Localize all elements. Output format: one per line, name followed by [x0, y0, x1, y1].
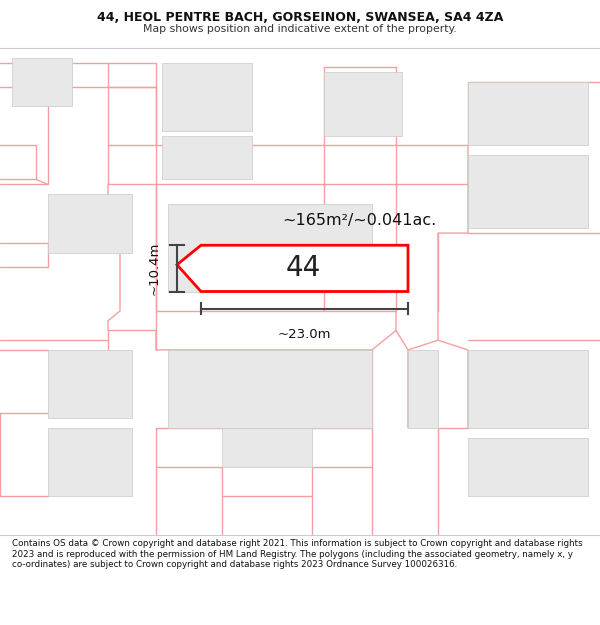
- Polygon shape: [48, 428, 132, 496]
- Polygon shape: [162, 136, 252, 179]
- Polygon shape: [162, 62, 252, 131]
- Polygon shape: [177, 245, 408, 291]
- Polygon shape: [468, 350, 588, 428]
- Text: 44: 44: [286, 254, 320, 282]
- Text: ~165m²/~0.041ac.: ~165m²/~0.041ac.: [282, 213, 436, 228]
- Polygon shape: [48, 194, 132, 252]
- Polygon shape: [222, 428, 312, 467]
- Text: Map shows position and indicative extent of the property.: Map shows position and indicative extent…: [143, 24, 457, 34]
- Text: ~23.0m: ~23.0m: [278, 328, 331, 341]
- Polygon shape: [468, 155, 588, 228]
- Text: Contains OS data © Crown copyright and database right 2021. This information is : Contains OS data © Crown copyright and d…: [12, 539, 583, 569]
- Polygon shape: [168, 204, 372, 291]
- Polygon shape: [48, 350, 132, 418]
- Text: 44, HEOL PENTRE BACH, GORSEINON, SWANSEA, SA4 4ZA: 44, HEOL PENTRE BACH, GORSEINON, SWANSEA…: [97, 11, 503, 24]
- Polygon shape: [324, 72, 402, 136]
- Polygon shape: [12, 58, 72, 106]
- Text: ~10.4m: ~10.4m: [148, 242, 161, 295]
- Polygon shape: [468, 438, 588, 496]
- Polygon shape: [408, 350, 438, 428]
- Polygon shape: [468, 82, 588, 146]
- Polygon shape: [168, 350, 372, 428]
